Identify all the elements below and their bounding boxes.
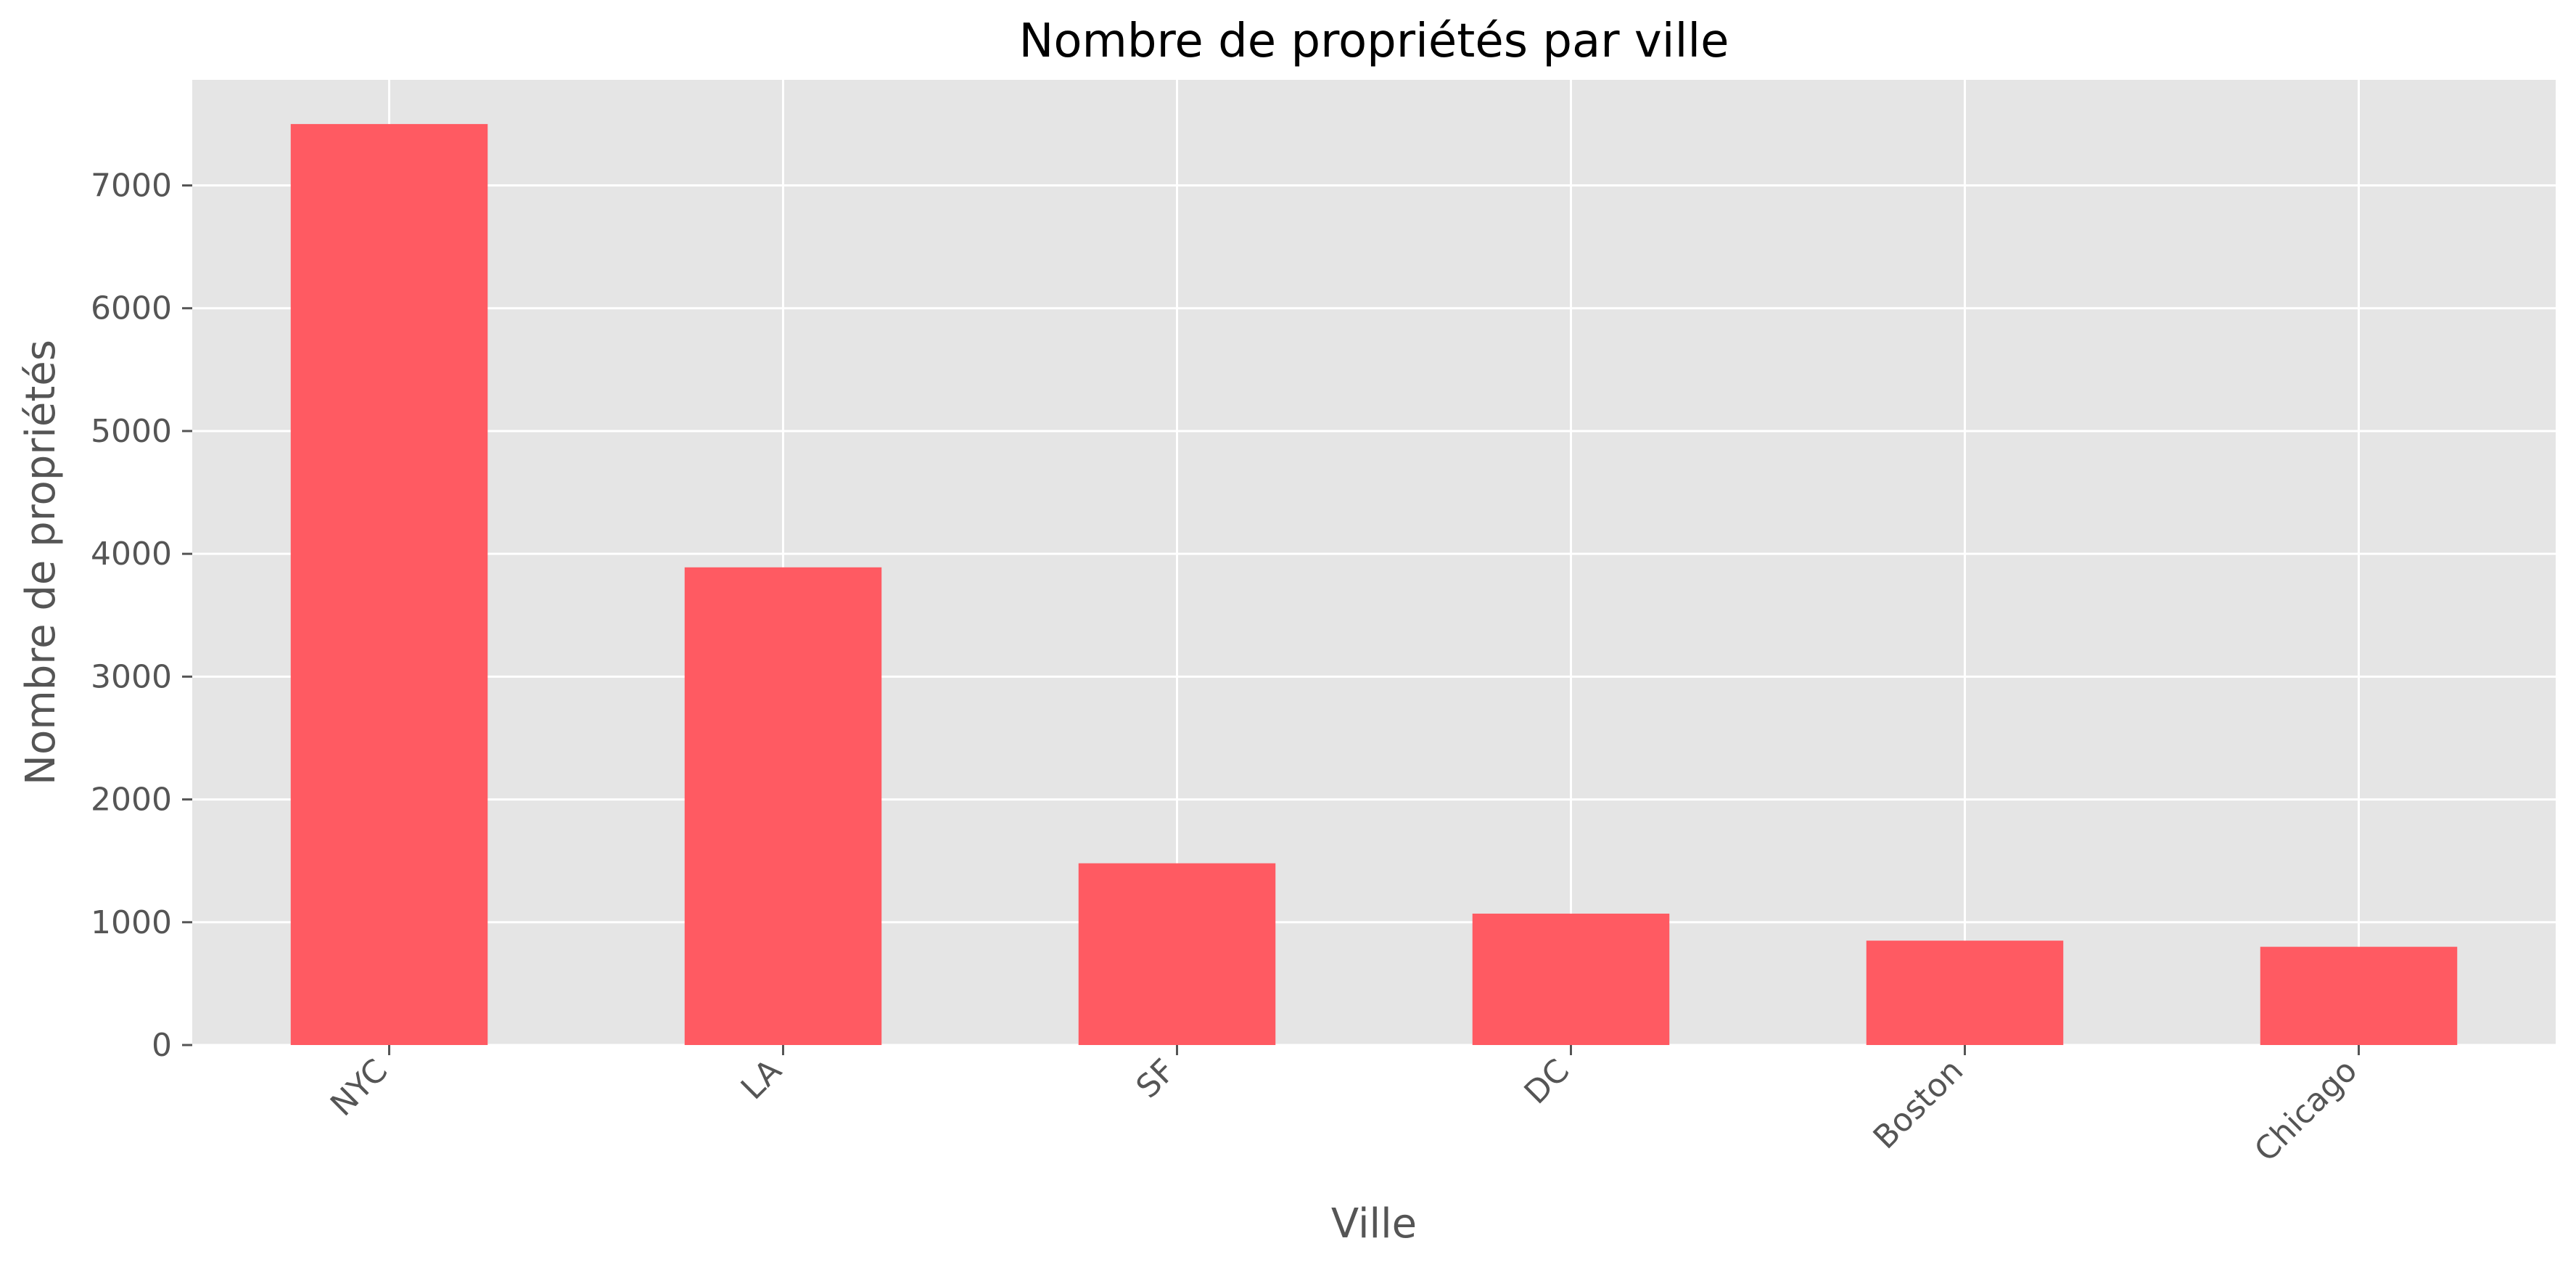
x-tick-label: DC <box>1518 1052 1577 1112</box>
y-tick-label: 1000 <box>91 904 172 941</box>
grid <box>192 80 2556 1046</box>
x-tick-label: LA <box>734 1052 789 1107</box>
y-tick-label: 2000 <box>91 782 172 819</box>
x-tick-label: NYC <box>324 1052 395 1123</box>
y-tick-label: 7000 <box>91 168 172 205</box>
y-axis-ticks: 0 1000 2000 3000 4000 5000 6000 7000 <box>91 168 192 1064</box>
chart-title: Nombre de propriétés par ville <box>1019 15 1729 68</box>
y-tick-label: 4000 <box>91 536 172 573</box>
bar-sf <box>1078 863 1276 1045</box>
y-tick-label: 3000 <box>91 658 172 695</box>
bar-chicago <box>2260 946 2458 1045</box>
bar-la <box>684 567 882 1045</box>
y-tick-label: 0 <box>152 1027 172 1064</box>
x-axis-label: Ville <box>1331 1200 1417 1248</box>
x-tick-label: SF <box>1129 1052 1183 1106</box>
y-axis-label: Nombre de propriétés <box>17 340 65 785</box>
bar-dc <box>1472 913 1670 1045</box>
x-tick-label: Chicago <box>2247 1052 2364 1169</box>
bars <box>290 123 2458 1046</box>
plot-background <box>192 80 2556 1045</box>
x-tick-label: Boston <box>1867 1052 1971 1157</box>
x-axis-ticks: NYC LA SF DC Boston Chicago <box>324 1045 2364 1169</box>
bar-nyc <box>290 123 488 1046</box>
y-tick-label: 5000 <box>91 413 172 450</box>
bar-boston <box>1866 941 2064 1045</box>
y-tick-label: 6000 <box>91 290 172 327</box>
